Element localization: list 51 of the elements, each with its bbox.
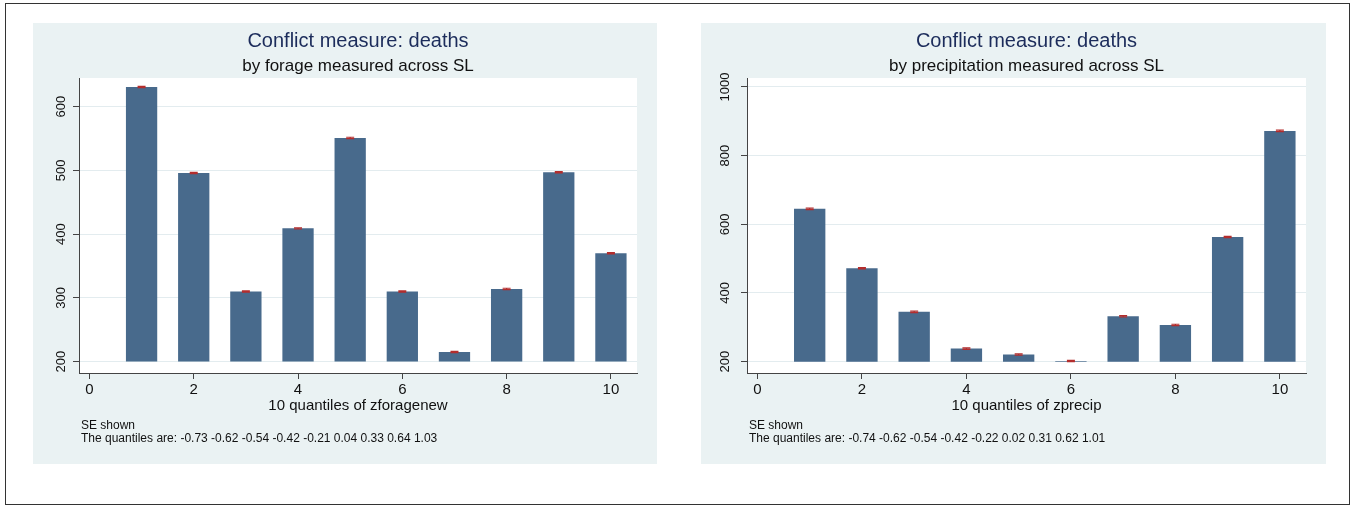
- bar: [282, 228, 314, 362]
- x-tick-label: 4: [293, 380, 303, 398]
- chart-title: Conflict measure: deaths: [915, 28, 1138, 51]
- text: SE shown: [81, 418, 137, 432]
- y-tick-label: 500: [52, 159, 68, 182]
- bar: [1211, 237, 1244, 362]
- y-tick-label: 300: [52, 286, 68, 309]
- bar: [794, 208, 826, 362]
- x-tick-label: 6: [1066, 380, 1076, 398]
- x-tick-label: 2: [857, 380, 867, 398]
- x-tick-label: 0: [753, 380, 762, 398]
- x-tick-label: 0: [85, 380, 94, 398]
- x-tick-label: 4: [962, 380, 971, 398]
- bar: [490, 288, 523, 362]
- bar: [898, 311, 930, 362]
- x-tick-label: 2: [189, 380, 198, 398]
- y-tick-label: 400: [717, 282, 733, 304]
- bar: [846, 268, 878, 362]
- bar: [543, 172, 575, 362]
- bar: [950, 348, 983, 362]
- chart-subtitle: by precipitation measured across SL: [889, 55, 1164, 75]
- bar: [1264, 130, 1296, 362]
- bar: [1107, 316, 1139, 362]
- bar: [595, 253, 627, 362]
- x-tick-label: 6: [398, 380, 407, 398]
- chart-subtitle: by forage measured across SL: [242, 55, 474, 75]
- text: The quantiles are: -0.73 -0.62 -0.54 -0.42 -0.21 0.04 0.33 0.64 1.03: [81, 430, 438, 445]
- y-tick-label: 200: [52, 350, 68, 373]
- x-tick-label: 10: [1271, 380, 1289, 398]
- y-tick-label: 600: [717, 213, 733, 236]
- y-tick-label: 800: [717, 144, 733, 167]
- x-axis-title: 10 quantiles of zforagenew: [268, 396, 448, 414]
- y-tick-label: 600: [52, 95, 68, 118]
- bar: [230, 291, 262, 362]
- bar: [386, 291, 418, 362]
- y-tick-label: 400: [52, 223, 68, 245]
- bar: [125, 86, 158, 362]
- text: SE shown: [749, 418, 805, 432]
- bar: [1002, 354, 1035, 362]
- text: The quantiles are: -0.74 -0.62 -0.54 -0.42 -0.22 0.02 0.31 0.62 1.01: [749, 430, 1106, 445]
- x-tick-label: 10: [602, 380, 620, 398]
- y-tick-label: 200: [717, 350, 733, 373]
- x-axis-title: 10 quantiles of zprecip: [951, 396, 1102, 414]
- bar: [1159, 324, 1192, 362]
- y-tick-label: 1000: [717, 72, 733, 102]
- x-tick-label: 8: [1171, 380, 1180, 398]
- x-tick-label: 8: [502, 380, 511, 398]
- bar: [334, 137, 366, 362]
- bar: [438, 351, 471, 362]
- bar: [178, 172, 210, 362]
- chart-title: Conflict measure: deaths: [247, 28, 469, 51]
